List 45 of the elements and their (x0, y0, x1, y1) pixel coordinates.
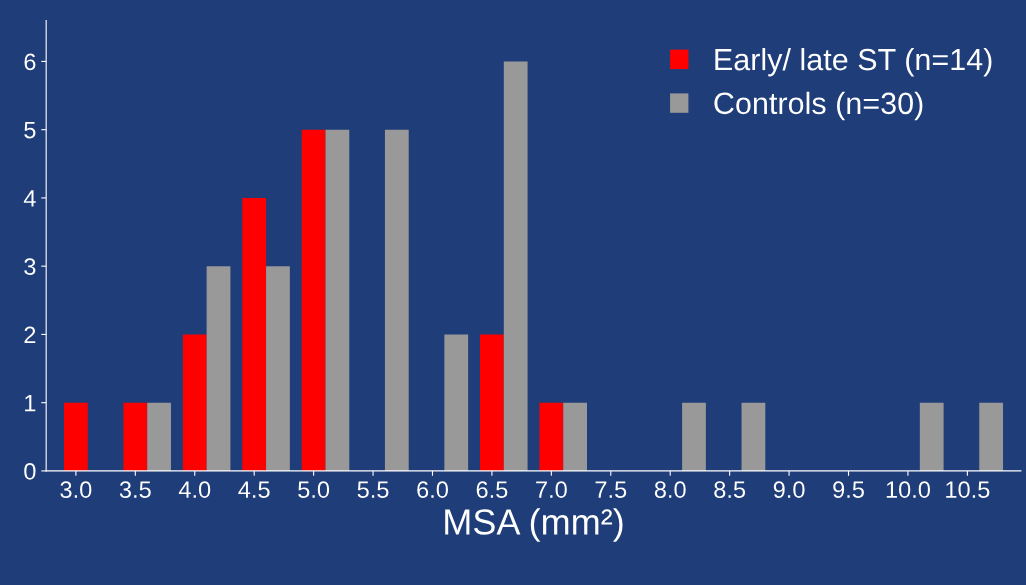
bar (206, 266, 231, 471)
bar (919, 402, 944, 471)
x-tick-label: 3.5 (119, 481, 151, 498)
bar (123, 402, 148, 471)
y-tick-label: 3 (24, 258, 36, 275)
x-tick-label: 10.0 (886, 481, 930, 498)
bar (182, 334, 207, 471)
y-tick-label: 2 (24, 326, 36, 343)
bar (147, 402, 171, 471)
bar (384, 129, 409, 471)
y-tick-label: 4 (23, 190, 36, 207)
bar (242, 197, 267, 471)
bar (503, 61, 528, 471)
x-tick-label: 4.0 (178, 481, 211, 498)
bar (979, 402, 1004, 471)
legend-label: Early/ late ST (n=14) (715, 47, 992, 77)
x-tick-label: 6.0 (417, 481, 448, 498)
bar (266, 266, 290, 471)
x-axis-title: MSA (mm²) (445, 508, 623, 542)
bar (64, 402, 88, 471)
x-tick-label: 7.0 (536, 481, 567, 498)
bar (682, 402, 706, 471)
bar (480, 334, 504, 471)
x-tick-label: 10.5 (946, 481, 990, 498)
y-tick-label: 6 (24, 53, 36, 71)
x-tick-label: 5.0 (298, 481, 330, 498)
x-tick-label: 8.5 (714, 481, 746, 498)
x-tick-label: 6.5 (476, 481, 508, 498)
x-tick-label: 9.0 (773, 481, 805, 498)
y-tick-label: 5 (24, 121, 36, 139)
bar (563, 402, 588, 471)
bar (444, 334, 469, 471)
x-tick-label: 8.0 (654, 481, 686, 498)
x-tick-label: 9.5 (833, 481, 864, 498)
y-tick-label: 0 (24, 462, 36, 480)
x-tick-label: 7.5 (595, 481, 627, 498)
x-tick-label: 4.5 (238, 481, 270, 498)
x-tick-label: 3.0 (60, 481, 92, 498)
x-tick-label: 5.5 (357, 481, 389, 498)
bar (539, 402, 564, 471)
bar (301, 129, 326, 471)
legend-label: Controls (n=30) (714, 91, 923, 121)
bar (741, 402, 766, 471)
bar (325, 129, 350, 471)
y-tick-label: 1 (25, 394, 36, 412)
